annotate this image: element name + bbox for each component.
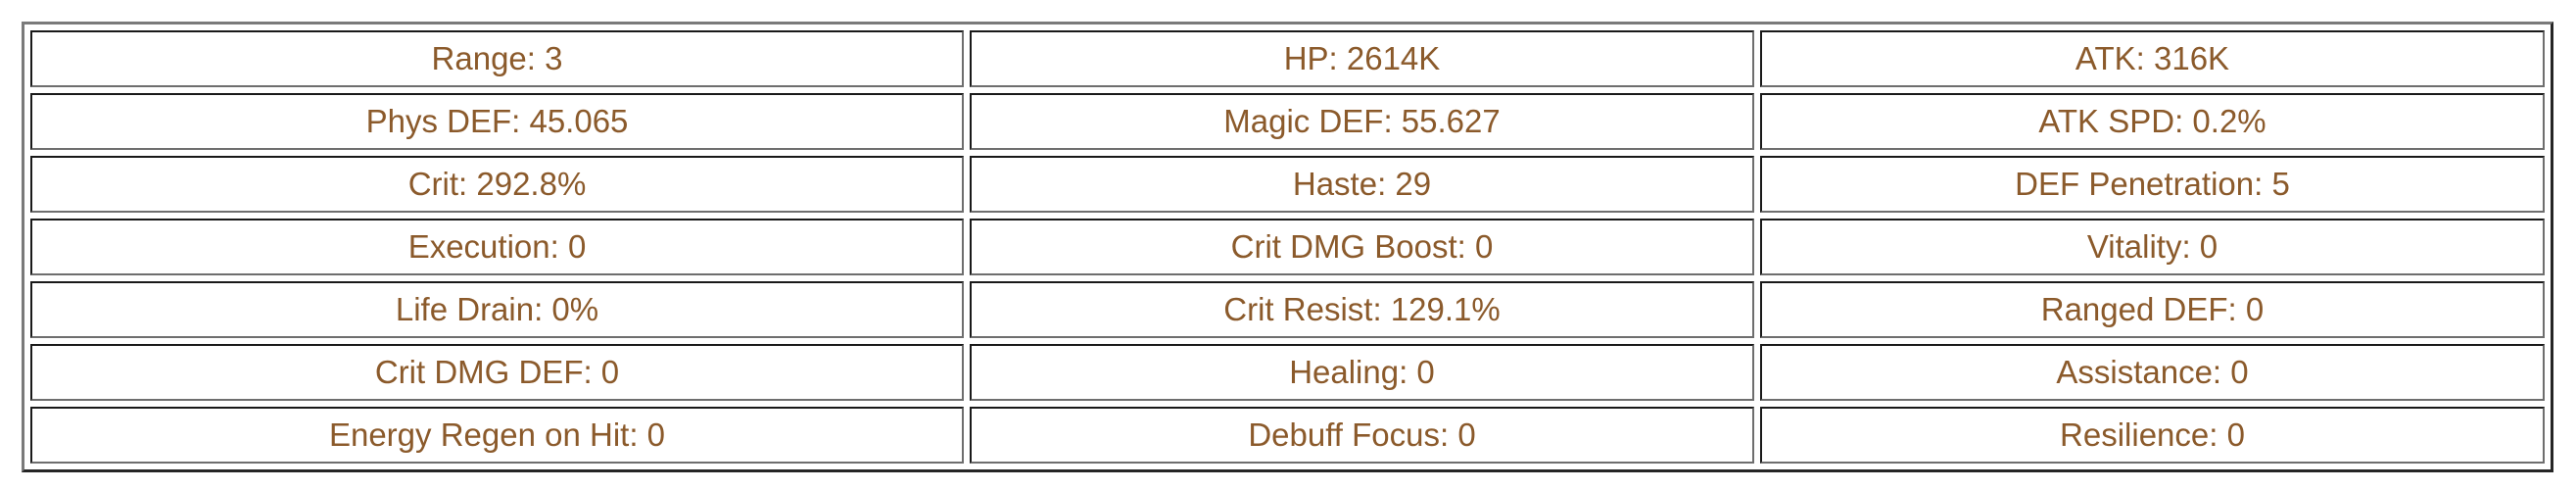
stat-cell: Crit DMG DEF: 0 <box>30 344 964 401</box>
stat-cell: Phys DEF: 45.065 <box>30 93 964 150</box>
stat-cell: Assistance: 0 <box>1759 344 2545 401</box>
stats-row: Crit: 292.8% Haste: 29 DEF Penetration: 5 <box>30 156 2545 213</box>
stat-cell: Healing: 0 <box>970 344 1754 401</box>
stats-row: Execution: 0 Crit DMG Boost: 0 Vitality: 0 <box>30 219 2545 275</box>
stat-cell: ATK SPD: 0.2% <box>1759 93 2545 150</box>
stat-cell: Ranged DEF: 0 <box>1759 281 2545 338</box>
stat-cell: Debuff Focus: 0 <box>970 407 1754 464</box>
stat-cell: Vitality: 0 <box>1759 219 2545 275</box>
stat-cell: Crit Resist: 129.1% <box>970 281 1754 338</box>
stat-cell: Crit DMG Boost: 0 <box>970 219 1754 275</box>
stats-row: Crit DMG DEF: 0 Healing: 0 Assistance: 0 <box>30 344 2545 401</box>
stat-cell: Resilience: 0 <box>1759 407 2545 464</box>
stat-cell: DEF Penetration: 5 <box>1759 156 2545 213</box>
stats-row: Energy Regen on Hit: 0 Debuff Focus: 0 Res… <box>30 407 2545 464</box>
stats-row: Range: 3 HP: 2614K ATK: 316K <box>30 30 2545 87</box>
stat-cell: Crit: 292.8% <box>30 156 964 213</box>
stat-cell: Magic DEF: 55.627 <box>970 93 1754 150</box>
stat-cell: Range: 3 <box>30 30 964 87</box>
stat-cell: HP: 2614K <box>970 30 1754 87</box>
stat-cell: ATK: 316K <box>1759 30 2545 87</box>
stats-row: Phys DEF: 45.065 Magic DEF: 55.627 ATK SPD… <box>30 93 2545 150</box>
stat-cell: Life Drain: 0% <box>30 281 964 338</box>
stats-row: Life Drain: 0% Crit Resist: 129.1% Ranged … <box>30 281 2545 338</box>
stat-cell: Energy Regen on Hit: 0 <box>30 407 964 464</box>
stats-table: Range: 3 HP: 2614K ATK: 316K Phys DEF: 45.0… <box>22 22 2553 472</box>
stat-cell: Execution: 0 <box>30 219 964 275</box>
stat-cell: Haste: 29 <box>970 156 1754 213</box>
